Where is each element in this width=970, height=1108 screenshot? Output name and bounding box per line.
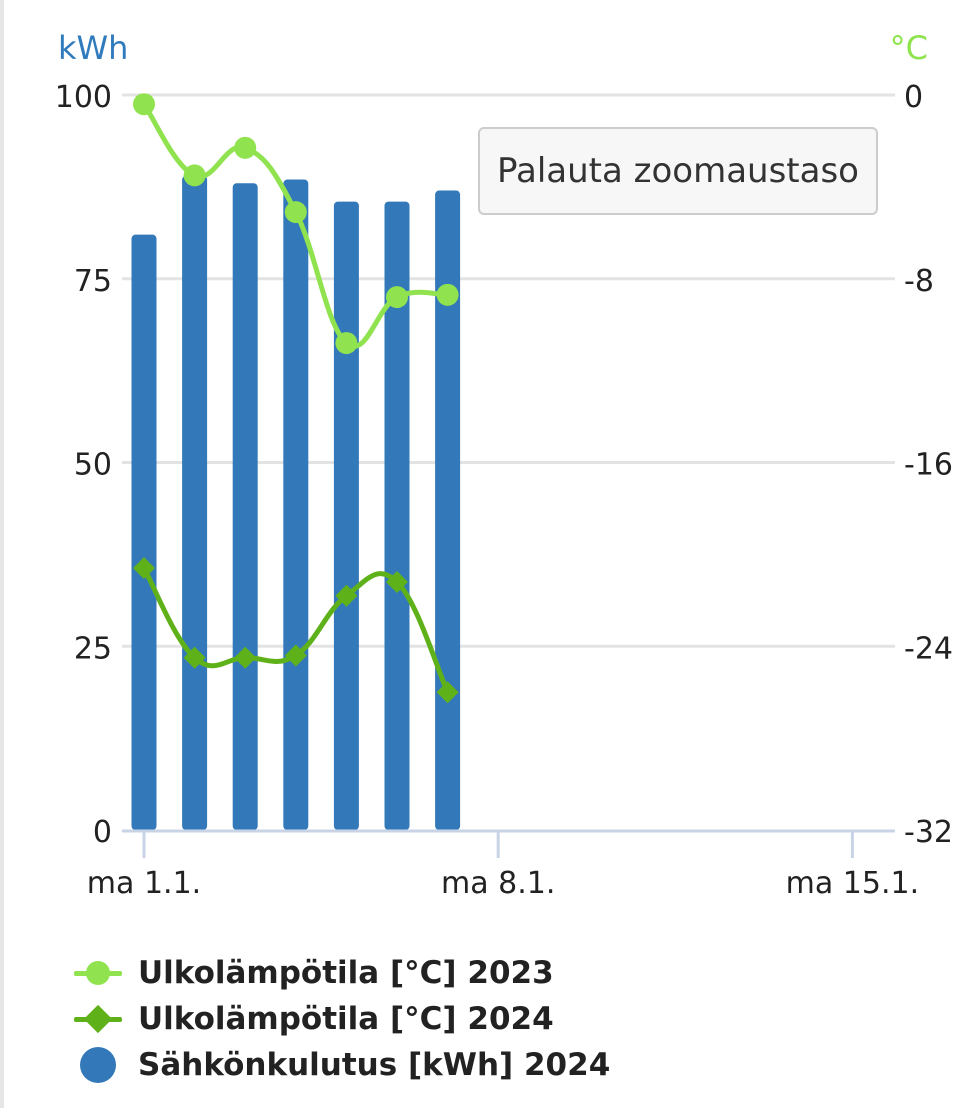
- legend-label: Ulkolämpötila [°C] 2023: [138, 955, 554, 991]
- x-tick-label: ma 1.1.: [87, 866, 201, 901]
- y-left-tick-label: 100: [55, 80, 112, 115]
- legend-item-temperature-2023[interactable]: Ulkolämpötila [°C] 2023: [70, 950, 950, 996]
- data-point: [386, 286, 408, 309]
- y-left-axis-title: kWh: [58, 29, 128, 67]
- y-right-tick-label: -16: [904, 448, 953, 483]
- y-left-tick-label: 75: [74, 264, 112, 299]
- data-point: [436, 283, 459, 306]
- bar: [283, 179, 309, 830]
- x-tick-label: ma 8.1.: [441, 866, 555, 901]
- left-edge-divider: [0, 0, 4, 1108]
- y-right-tick-label: 0: [904, 80, 923, 115]
- legend-label: Ulkolämpötila [°C] 2024: [138, 1001, 554, 1037]
- data-point: [183, 164, 206, 187]
- data-point: [335, 332, 358, 355]
- legend-item-electricity-2024[interactable]: Sähkönkulutus [kWh] 2024: [70, 1042, 950, 1088]
- bar: [232, 183, 258, 830]
- y-left-tick-label: 25: [74, 631, 112, 666]
- data-point: [133, 93, 155, 116]
- legend-line-diamond-icon: [70, 996, 126, 1042]
- bar-series: [131, 175, 461, 831]
- data-point: [386, 570, 408, 593]
- data-point: [234, 646, 257, 669]
- data-point: [183, 646, 206, 669]
- y-left-tick-label: 0: [93, 815, 112, 850]
- y-right-axis-title: °C: [890, 29, 928, 67]
- reset-zoom-button[interactable]: Palauta zoomaustaso: [478, 127, 878, 215]
- y-right-tick-label: -32: [904, 815, 953, 850]
- bar: [384, 201, 410, 830]
- data-point: [436, 681, 459, 704]
- bar: [182, 175, 208, 831]
- y-right-tick-label: -8: [904, 264, 934, 299]
- legend-item-temperature-2024[interactable]: Ulkolämpötila [°C] 2024: [70, 996, 950, 1042]
- line-series: [133, 93, 459, 704]
- data-point: [335, 584, 358, 607]
- data-point: [284, 201, 307, 224]
- bar: [333, 201, 359, 830]
- data-point: [284, 644, 307, 667]
- y-right-tick-label: -24: [904, 631, 953, 666]
- data-point: [234, 136, 257, 159]
- legend-circle-icon: [70, 1042, 126, 1088]
- legend-line-circle-icon: [70, 950, 126, 996]
- chart-legend: Ulkolämpötila [°C] 2023 Ulkolämpötila [°…: [70, 950, 950, 1088]
- x-tick-label: ma 15.1.: [786, 866, 919, 901]
- bar: [131, 234, 157, 830]
- legend-label: Sähkönkulutus [kWh] 2024: [138, 1047, 611, 1083]
- axes: 0 -32 25 -24 50 -16 75 -8 100 0 kWh °C ma 1.1. ma 8.1…: [55, 29, 953, 901]
- y-left-tick-label: 50: [74, 448, 112, 483]
- data-point: [133, 557, 155, 580]
